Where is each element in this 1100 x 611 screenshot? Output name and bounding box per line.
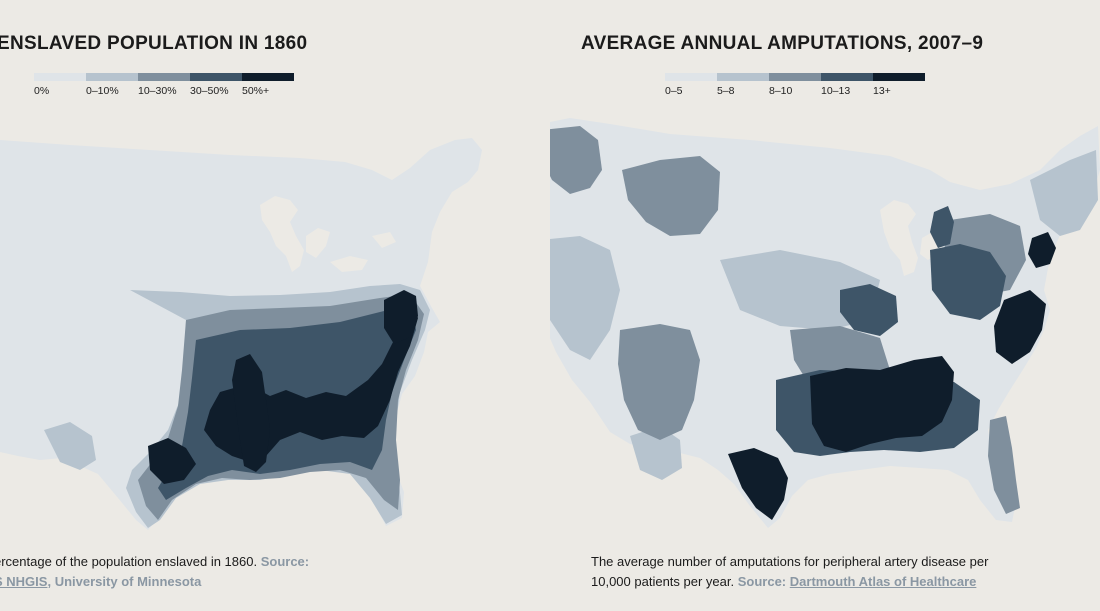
region-13-plus-deep-south [810,356,954,452]
great-lakes [260,196,396,272]
region-10-13-ohio [840,284,898,336]
region-5-8-texas-west [630,426,682,480]
left-legend-label-0: 0% [34,85,50,97]
left-legend-swatch-1 [86,73,138,81]
right-legend-swatch-3 [821,73,873,81]
region-5-8-northeast [1030,150,1098,236]
region-13-plus-mid-atlantic [994,290,1046,364]
left-legend-label-3: 30–50% [190,85,229,97]
left-caption: ercentage of the population enslaved in … [0,552,404,592]
right-legend-label-1: 5–8 [717,85,735,97]
left-source-university: University of Minnesota [54,574,202,589]
left-legend-swatch-3 [190,73,242,81]
left-source-link-nhgis[interactable]: S NHGIS [0,574,48,589]
band-50-plus-virginia [384,290,418,344]
right-legend-swatch-2 [769,73,821,81]
left-legend-swatch-4 [242,73,294,81]
left-map-title: ENSLAVED POPULATION IN 1860 [0,33,308,54]
right-caption: The average number of amputations for pe… [591,552,1001,592]
region-8-10-colorado [618,324,700,440]
region-13-plus-northeast [1028,232,1056,268]
region-10-13-michigan [930,206,954,248]
us-map-amputations-2007-9 [550,118,1100,528]
great-lakes [880,200,982,276]
left-source-label: Source: [260,554,310,569]
region-13-plus-south-texas [728,448,788,520]
left-legend-label-4: 50%+ [242,85,270,97]
region-8-10-montana [550,126,602,194]
right-legend-label-0: 0–5 [665,85,683,97]
right-legend-swatch-4 [873,73,925,81]
band-50-plus-louisiana [148,438,196,484]
right-legend: 0–5 5–8 8–10 10–13 13+ [665,73,925,97]
right-legend-label-4: 13+ [873,85,891,97]
right-map-title: AVERAGE ANNUAL AMPUTATIONS, 2007–9 [581,33,984,54]
region-5-8-west [550,236,620,360]
right-legend-label-2: 8–10 [769,85,793,97]
left-legend-swatch-0 [34,73,86,81]
right-legend-label-3: 10–13 [821,85,851,97]
region-8-10-dakotas [622,156,720,236]
left-legend-label-1: 0–10% [86,85,119,97]
left-legend-swatch-2 [138,73,190,81]
right-legend-swatch-1 [717,73,769,81]
left-legend: 0% 0–10% 10–30% 30–50% 50%+ [34,73,294,97]
region-8-10-florida [988,416,1020,514]
left-caption-text: ercentage of the population enslaved in … [0,554,258,569]
right-legend-swatch-0 [665,73,717,81]
band-0-10-texas-west [44,422,96,470]
left-legend-label-2: 10–30% [138,85,177,97]
right-caption-text: The average number of amputations for pe… [591,554,989,589]
right-map-panel: AVERAGE ANNUAL AMPUTATIONS, 2007–9 0–5 5… [550,0,1100,611]
band-50-plus-mississippi [232,354,270,472]
left-map-panel: ENSLAVED POPULATION IN 1860 0% 0–10% 10–… [0,33,482,592]
region-10-13-appalachia [930,244,1006,320]
us-map-enslaved-1860 [0,138,482,530]
left-source-separator: , [47,574,52,589]
right-source-label: Source: [737,574,787,589]
right-source-link-dartmouth[interactable]: Dartmouth Atlas of Healthcare [789,574,977,589]
